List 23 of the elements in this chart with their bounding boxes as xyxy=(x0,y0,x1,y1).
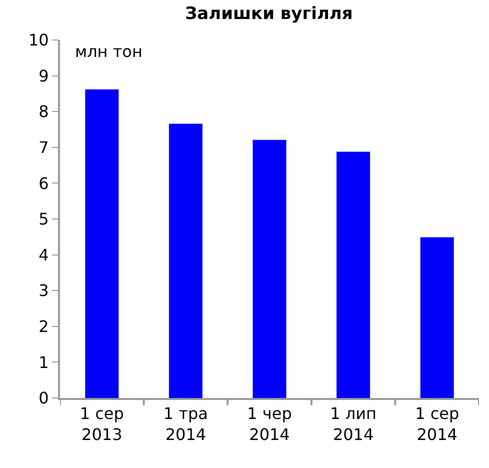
y-tick-label: 2 xyxy=(38,317,49,336)
y-tick-label: 5 xyxy=(38,210,49,229)
x-tick-label: 1 сер 2013 xyxy=(80,404,124,444)
x-tick-label: 1 чер 2014 xyxy=(247,404,292,444)
y-tick-label: 1 xyxy=(38,352,49,372)
y-tick-label: 8 xyxy=(38,102,49,122)
bar xyxy=(252,140,286,398)
bar xyxy=(420,237,454,398)
x-tick-label: 1 тра 2014 xyxy=(163,404,208,444)
chart-title: Залишки вугілля xyxy=(185,4,353,24)
x-tick-label: 1 лип 2014 xyxy=(330,404,376,444)
y-tick-label: 7 xyxy=(38,138,49,157)
x-tick-label: 1 сер 2014 xyxy=(415,404,460,444)
bar xyxy=(85,89,119,398)
bar xyxy=(336,152,370,398)
bar xyxy=(168,124,202,398)
y-axis-title: млн тон xyxy=(75,42,142,61)
y-tick-label: 9 xyxy=(38,66,49,86)
y-tick-label: 4 xyxy=(38,245,49,264)
y-tick-label: 10 xyxy=(28,30,49,50)
y-tick-label: 0 xyxy=(38,388,49,408)
y-tick-label: 3 xyxy=(38,281,49,300)
y-tick-label: 6 xyxy=(38,174,49,193)
